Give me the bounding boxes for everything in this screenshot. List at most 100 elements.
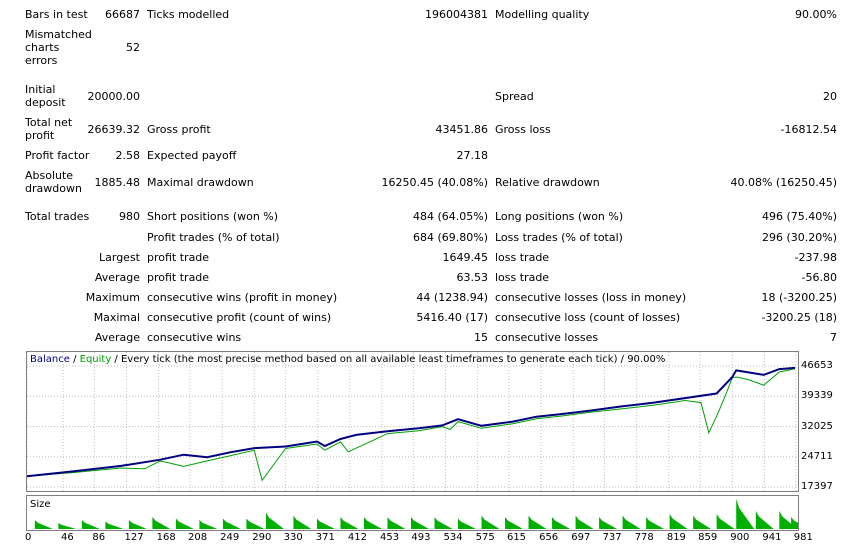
size-bar xyxy=(316,518,335,529)
legend-equity: Equity xyxy=(79,354,112,365)
value-relative-drawdown: 40.08% (16250.45) xyxy=(730,176,837,189)
value-largest-profit-trade: 1649.45 xyxy=(442,251,489,264)
label-average-loss-trade: loss trade xyxy=(495,271,550,284)
series-equity-line xyxy=(27,368,796,482)
value-spread: 20 xyxy=(823,90,837,103)
label-average-profit-trade: profit trade xyxy=(147,271,210,284)
x-tick-label: 941 xyxy=(762,532,782,543)
value-largest-loss-trade: -237.98 xyxy=(794,251,837,264)
size-bar xyxy=(363,517,382,529)
label-maximal-consecutive-profit: consecutive profit (count of wins) xyxy=(147,311,332,324)
size-bar xyxy=(128,520,147,529)
size-bar xyxy=(293,515,312,529)
value-mismatched-errors: 52 xyxy=(126,41,140,54)
value-gross-profit: 43451.86 xyxy=(435,123,489,136)
size-bar xyxy=(693,515,712,529)
size-bar xyxy=(266,512,284,529)
value-average-profit-trade: 63.53 xyxy=(456,271,489,284)
size-bar xyxy=(387,517,406,529)
legend-separator: / xyxy=(69,354,80,365)
value-bars-in-test: 66687 xyxy=(105,8,140,21)
size-histogram xyxy=(26,495,799,531)
value-max-consecutive-losses: 18 (-3200.25) xyxy=(761,291,837,304)
x-tick-label: 534 xyxy=(443,532,463,543)
x-tick-label: 412 xyxy=(347,532,367,543)
size-label: Size xyxy=(30,499,51,510)
label-relative-drawdown: Relative drawdown xyxy=(495,176,600,189)
legend-balance: Balance xyxy=(30,354,70,365)
size-bar xyxy=(669,514,688,529)
size-bar xyxy=(622,515,641,529)
x-tick-label: 778 xyxy=(634,532,654,543)
value-maximal-consecutive-loss: -3200.25 (18) xyxy=(761,311,837,324)
size-bar xyxy=(791,517,798,529)
value-absolute-drawdown: 1885.48 xyxy=(94,176,141,189)
label-initial-deposit: Initial deposit xyxy=(25,83,66,109)
label-gross-profit: Gross profit xyxy=(147,123,211,136)
value-gross-loss: -16812.54 xyxy=(780,123,837,136)
size-bar xyxy=(199,520,218,529)
size-bar xyxy=(505,517,523,529)
value-ticks-modelled: 196004381 xyxy=(425,8,488,21)
value-short-positions: 484 (64.05%) xyxy=(412,210,488,223)
value-maximal-drawdown: 16250.45 (40.08%) xyxy=(381,176,488,189)
value-average-loss-trade: -56.80 xyxy=(801,271,837,284)
size-bar xyxy=(716,514,735,529)
size-bar xyxy=(481,515,500,529)
chart-legend: Balance / Equity / Every tick (the most … xyxy=(30,354,665,366)
size-bar xyxy=(646,517,665,529)
label-profit-trades: Profit trades (% of total) xyxy=(147,231,280,244)
x-tick-label: 371 xyxy=(315,532,335,543)
value-expected-payoff: 27.18 xyxy=(456,149,489,162)
x-tick-label: 575 xyxy=(475,532,495,543)
legend-description: / Every tick (the most precise method ba… xyxy=(111,354,666,365)
x-tick-label: 46 xyxy=(61,532,74,543)
size-bar xyxy=(575,515,594,529)
label-average: Average xyxy=(94,271,140,284)
y-tick-label: 46653 xyxy=(801,360,833,371)
label-gross-loss: Gross loss xyxy=(495,123,551,136)
label-mismatched-errors: Mismatched charts errors xyxy=(25,28,92,67)
value-total-net-profit: 26639.32 xyxy=(87,123,141,136)
size-bar xyxy=(736,499,755,529)
label-long-positions: Long positions (won %) xyxy=(495,210,624,223)
value-average-consecutive-wins: 15 xyxy=(474,331,488,344)
label-spread: Spread xyxy=(495,90,534,103)
size-bar xyxy=(779,511,798,529)
x-tick-label: 615 xyxy=(506,532,527,543)
label-max-consecutive-wins: consecutive wins (profit in money) xyxy=(147,291,338,304)
size-bar xyxy=(340,517,359,529)
label-average-consecutive-wins: consecutive wins xyxy=(147,331,242,344)
x-tick-label: 981 xyxy=(793,532,813,543)
value-total-trades: 980 xyxy=(119,210,140,223)
size-bar xyxy=(175,518,194,529)
size-bar xyxy=(599,517,618,529)
label-largest-loss-trade: loss trade xyxy=(495,251,550,264)
label-maximal-consecutive-loss: consecutive loss (count of losses) xyxy=(495,311,681,324)
size-bar xyxy=(246,518,265,529)
x-tick-label: 168 xyxy=(156,532,176,543)
size-bar xyxy=(528,515,547,529)
label-largest-profit-trade: profit trade xyxy=(147,251,210,264)
size-bar xyxy=(34,520,53,529)
x-tick-label: 859 xyxy=(698,532,718,543)
label-bars-in-test: Bars in test xyxy=(25,8,88,21)
size-bar xyxy=(552,517,571,529)
y-tick-label: 24711 xyxy=(801,450,833,462)
size-bar xyxy=(105,521,124,529)
value-long-positions: 496 (75.40%) xyxy=(761,210,837,223)
x-tick-label: 819 xyxy=(666,532,686,543)
x-tick-label: 453 xyxy=(380,532,400,543)
value-profit-factor: 2.58 xyxy=(115,149,141,162)
size-bar xyxy=(434,517,453,529)
label-profit-factor: Profit factor xyxy=(25,149,90,162)
x-tick-label: 0 xyxy=(25,532,32,543)
label-ticks-modelled: Ticks modelled xyxy=(147,8,230,21)
y-tick-label: 39339 xyxy=(801,390,833,402)
label-short-positions: Short positions (won %) xyxy=(147,210,279,223)
x-tick-label: 697 xyxy=(571,532,591,543)
value-initial-deposit: 20000.00 xyxy=(87,90,141,103)
y-tick-label: 17397 xyxy=(801,481,833,492)
label-average-consecutive-losses: consecutive losses xyxy=(495,331,599,344)
label-max-consecutive-losses: consecutive losses (loss in money) xyxy=(495,291,687,304)
